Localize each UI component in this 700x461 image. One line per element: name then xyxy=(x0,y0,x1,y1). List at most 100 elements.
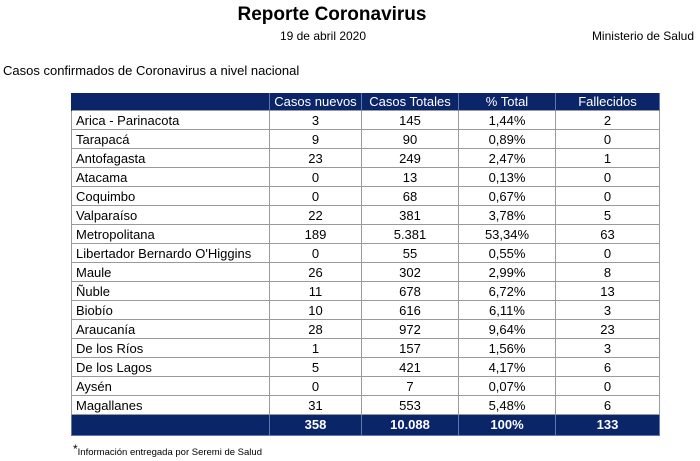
percent-cell: 0,67% xyxy=(458,186,556,206)
region-cell: Libertador Bernardo O'Higgins xyxy=(71,243,270,263)
deaths-cell: 0 xyxy=(555,376,660,396)
new-cases-cell: 31 xyxy=(269,395,362,415)
table-row: Antofagasta 23 249 2,47% 1 xyxy=(71,148,660,168)
percent-cell: 4,17% xyxy=(458,357,556,377)
table-row: Aysén 0 7 0,07% 0 xyxy=(71,376,660,396)
percent-cell: 0,55% xyxy=(458,243,556,263)
table-row: Coquimbo 0 68 0,67% 0 xyxy=(71,186,660,206)
region-cell: Aysén xyxy=(71,376,270,396)
table-row: Arica - Parinacota 3 145 1,44% 2 xyxy=(71,110,660,130)
new-cases-cell: 1 xyxy=(269,338,362,358)
deaths-cell: 13 xyxy=(555,281,660,301)
total-cases-cell: 55 xyxy=(361,243,459,263)
total-cases-cell: 972 xyxy=(361,319,459,339)
table-row: Magallanes 31 553 5,48% 6 xyxy=(71,395,660,415)
new-cases-cell: 189 xyxy=(269,224,362,244)
new-cases-cell: 28 xyxy=(269,319,362,339)
new-cases-cell: 0 xyxy=(269,167,362,187)
new-cases-cell: 5 xyxy=(269,357,362,377)
region-cell: Metropolitana xyxy=(71,224,270,244)
deaths-cell: 3 xyxy=(555,300,660,320)
total-cases-cell: 145 xyxy=(361,110,459,130)
total-cases-cell: 157 xyxy=(361,338,459,358)
region-cell: Ñuble xyxy=(71,281,270,301)
region-cell: Coquimbo xyxy=(71,186,270,206)
percent-cell: 0,13% xyxy=(458,167,556,187)
percent-cell: 1,56% xyxy=(458,338,556,358)
totals-label-cell xyxy=(71,414,270,436)
table-row: De los Lagos 5 421 4,17% 6 xyxy=(71,357,660,377)
deaths-cell: 0 xyxy=(555,186,660,206)
cases-table: Casos nuevos Casos Totales % Total Falle… xyxy=(71,93,660,436)
table-row: Metropolitana 189 5.381 53,34% 63 xyxy=(71,224,660,244)
new-cases-cell: 0 xyxy=(269,376,362,396)
total-cases-cell: 302 xyxy=(361,262,459,282)
region-cell: Biobío xyxy=(71,300,270,320)
deaths-cell: 5 xyxy=(555,205,660,225)
deaths-cell: 0 xyxy=(555,129,660,149)
col-header-total-cases: Casos Totales xyxy=(361,93,459,111)
percent-cell: 53,34% xyxy=(458,224,556,244)
total-cases-cell: 90 xyxy=(361,129,459,149)
region-cell: Araucanía xyxy=(71,319,270,339)
deaths-cell: 0 xyxy=(555,167,660,187)
percent-cell: 0,07% xyxy=(458,376,556,396)
total-cases-cell: 616 xyxy=(361,300,459,320)
total-cases-cell: 381 xyxy=(361,205,459,225)
new-cases-cell: 22 xyxy=(269,205,362,225)
percent-cell: 9,64% xyxy=(458,319,556,339)
region-cell: Atacama xyxy=(71,167,270,187)
region-cell: Maule xyxy=(71,262,270,282)
deaths-cell: 1 xyxy=(555,148,660,168)
total-cases-cell: 678 xyxy=(361,281,459,301)
table-row: Maule 26 302 2,99% 8 xyxy=(71,262,660,282)
region-cell: Magallanes xyxy=(71,395,270,415)
percent-cell: 0,89% xyxy=(458,129,556,149)
table-header-row: Casos nuevos Casos Totales % Total Falle… xyxy=(71,93,660,111)
new-cases-cell: 10 xyxy=(269,300,362,320)
table-row: De los Ríos 1 157 1,56% 3 xyxy=(71,338,660,358)
total-cases-cell: 13 xyxy=(361,167,459,187)
new-cases-cell: 11 xyxy=(269,281,362,301)
deaths-cell: 2 xyxy=(555,110,660,130)
percent-cell: 2,47% xyxy=(458,148,556,168)
report-date: 19 de abril 2020 xyxy=(279,29,367,43)
region-cell: Valparaíso xyxy=(71,205,270,225)
total-cases-cell: 5.381 xyxy=(361,224,459,244)
col-header-region xyxy=(71,93,270,111)
deaths-cell: 3 xyxy=(555,338,660,358)
region-cell: Antofagasta xyxy=(71,148,270,168)
table-row: Araucanía 28 972 9,64% 23 xyxy=(71,319,660,339)
new-cases-cell: 26 xyxy=(269,262,362,282)
total-new-cases: 358 xyxy=(269,414,362,436)
table-caption: Casos confirmados de Coronavirus a nivel… xyxy=(3,63,300,78)
ministry-label: Ministerio de Salud xyxy=(591,29,694,43)
total-deaths: 133 xyxy=(555,414,660,436)
region-cell: Tarapacá xyxy=(71,129,270,149)
percent-cell: 6,72% xyxy=(458,281,556,301)
new-cases-cell: 23 xyxy=(269,148,362,168)
region-cell: Arica - Parinacota xyxy=(71,110,270,130)
deaths-cell: 6 xyxy=(555,357,660,377)
new-cases-cell: 0 xyxy=(269,243,362,263)
footnote-text: Información entregada por Seremi de Salu… xyxy=(77,447,262,458)
footnote: *Información entregada por Seremi de Sal… xyxy=(73,443,262,459)
total-cases-cell: 553 xyxy=(361,395,459,415)
new-cases-cell: 9 xyxy=(269,129,362,149)
percent-cell: 2,99% xyxy=(458,262,556,282)
deaths-cell: 23 xyxy=(555,319,660,339)
total-cases-cell: 249 xyxy=(361,148,459,168)
totals-row: 358 10.088 100% 133 xyxy=(71,414,660,436)
region-cell: De los Ríos xyxy=(71,338,270,358)
table-row: Libertador Bernardo O'Higgins 0 55 0,55% 0 xyxy=(71,243,660,263)
deaths-cell: 8 xyxy=(555,262,660,282)
table-row: Tarapacá 9 90 0,89% 0 xyxy=(71,129,660,149)
percent-cell: 5,48% xyxy=(458,395,556,415)
col-header-deaths: Fallecidos xyxy=(555,93,660,111)
table-row: Atacama 0 13 0,13% 0 xyxy=(71,167,660,187)
total-cases: 10.088 xyxy=(361,414,459,436)
percent-cell: 3,78% xyxy=(458,205,556,225)
total-cases-cell: 7 xyxy=(361,376,459,396)
percent-cell: 6,11% xyxy=(458,300,556,320)
deaths-cell: 0 xyxy=(555,243,660,263)
